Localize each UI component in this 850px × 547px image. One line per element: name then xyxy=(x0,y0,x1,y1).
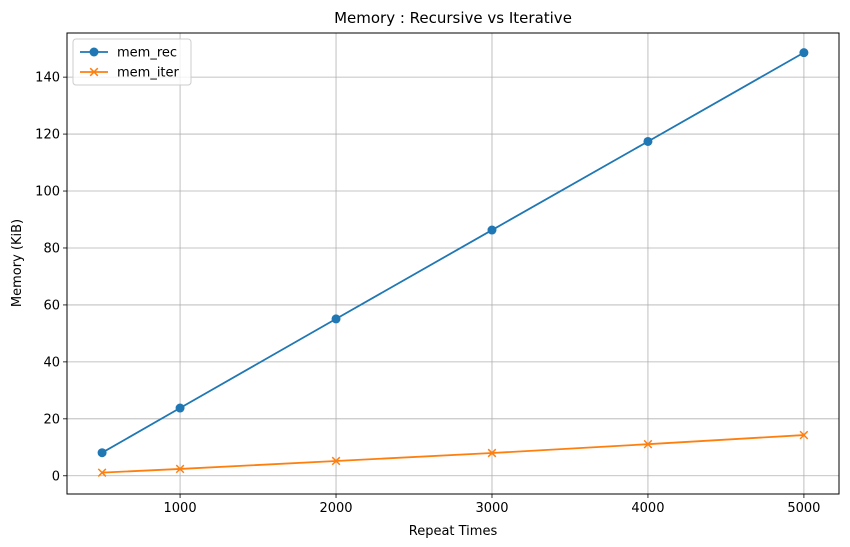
x-tick-label: 1000 xyxy=(164,501,197,516)
data-point-mem_rec xyxy=(643,136,653,146)
chart-title: Memory : Recursive vs Iterative xyxy=(334,9,572,27)
legend: mem_rec mem_iter xyxy=(72,38,192,86)
plot-frame xyxy=(66,32,840,495)
legend-box xyxy=(72,38,192,86)
data-point-mem_rec xyxy=(175,403,185,413)
legend-marker-mem_iter xyxy=(89,67,99,77)
x-tick-label: 4000 xyxy=(631,501,664,516)
y-tick-label: 0 xyxy=(52,469,60,484)
x-tick-label: 5000 xyxy=(787,501,820,516)
legend-marker-mem_rec xyxy=(89,47,99,57)
data-point-mem_rec xyxy=(799,48,809,58)
y-tick-label: 40 xyxy=(43,355,60,370)
y-tick-label: 20 xyxy=(43,412,60,427)
data-point-mem_iter xyxy=(643,439,653,449)
axis-ticks: 1000 2000 3000 4000 5000 0 20 40 60 80 100 120 140 xyxy=(35,71,820,516)
series-line-mem_iter xyxy=(102,434,804,474)
y-tick-label: 140 xyxy=(35,71,60,86)
x-axis-label: Repeat Times xyxy=(409,524,498,539)
x-tick-label: 3000 xyxy=(475,501,508,516)
x-tick-label: 2000 xyxy=(319,501,352,516)
data-point-mem_iter xyxy=(331,456,341,466)
y-tick-label: 120 xyxy=(35,128,60,143)
data-point-mem_iter xyxy=(175,464,185,474)
data-point-mem_rec xyxy=(97,448,107,458)
data-point-mem_rec xyxy=(331,314,341,324)
data-point-mem_iter xyxy=(799,430,809,440)
data-point-mem_iter xyxy=(487,448,497,458)
data-point-mem_iter xyxy=(97,468,107,477)
legend-label-mem_rec: mem_rec xyxy=(117,46,177,61)
y-tick-label: 60 xyxy=(43,298,60,313)
plot-area xyxy=(67,33,839,494)
series-layer xyxy=(97,48,809,477)
y-axis-label: Memory (KiB) xyxy=(10,219,25,307)
data-point-mem_rec xyxy=(487,225,497,235)
y-tick-label: 80 xyxy=(43,241,60,256)
y-tick-label: 100 xyxy=(35,185,60,200)
series-line-mem_rec xyxy=(101,51,805,454)
legend-label-mem_iter: mem_iter xyxy=(117,66,180,81)
grid xyxy=(67,33,839,494)
